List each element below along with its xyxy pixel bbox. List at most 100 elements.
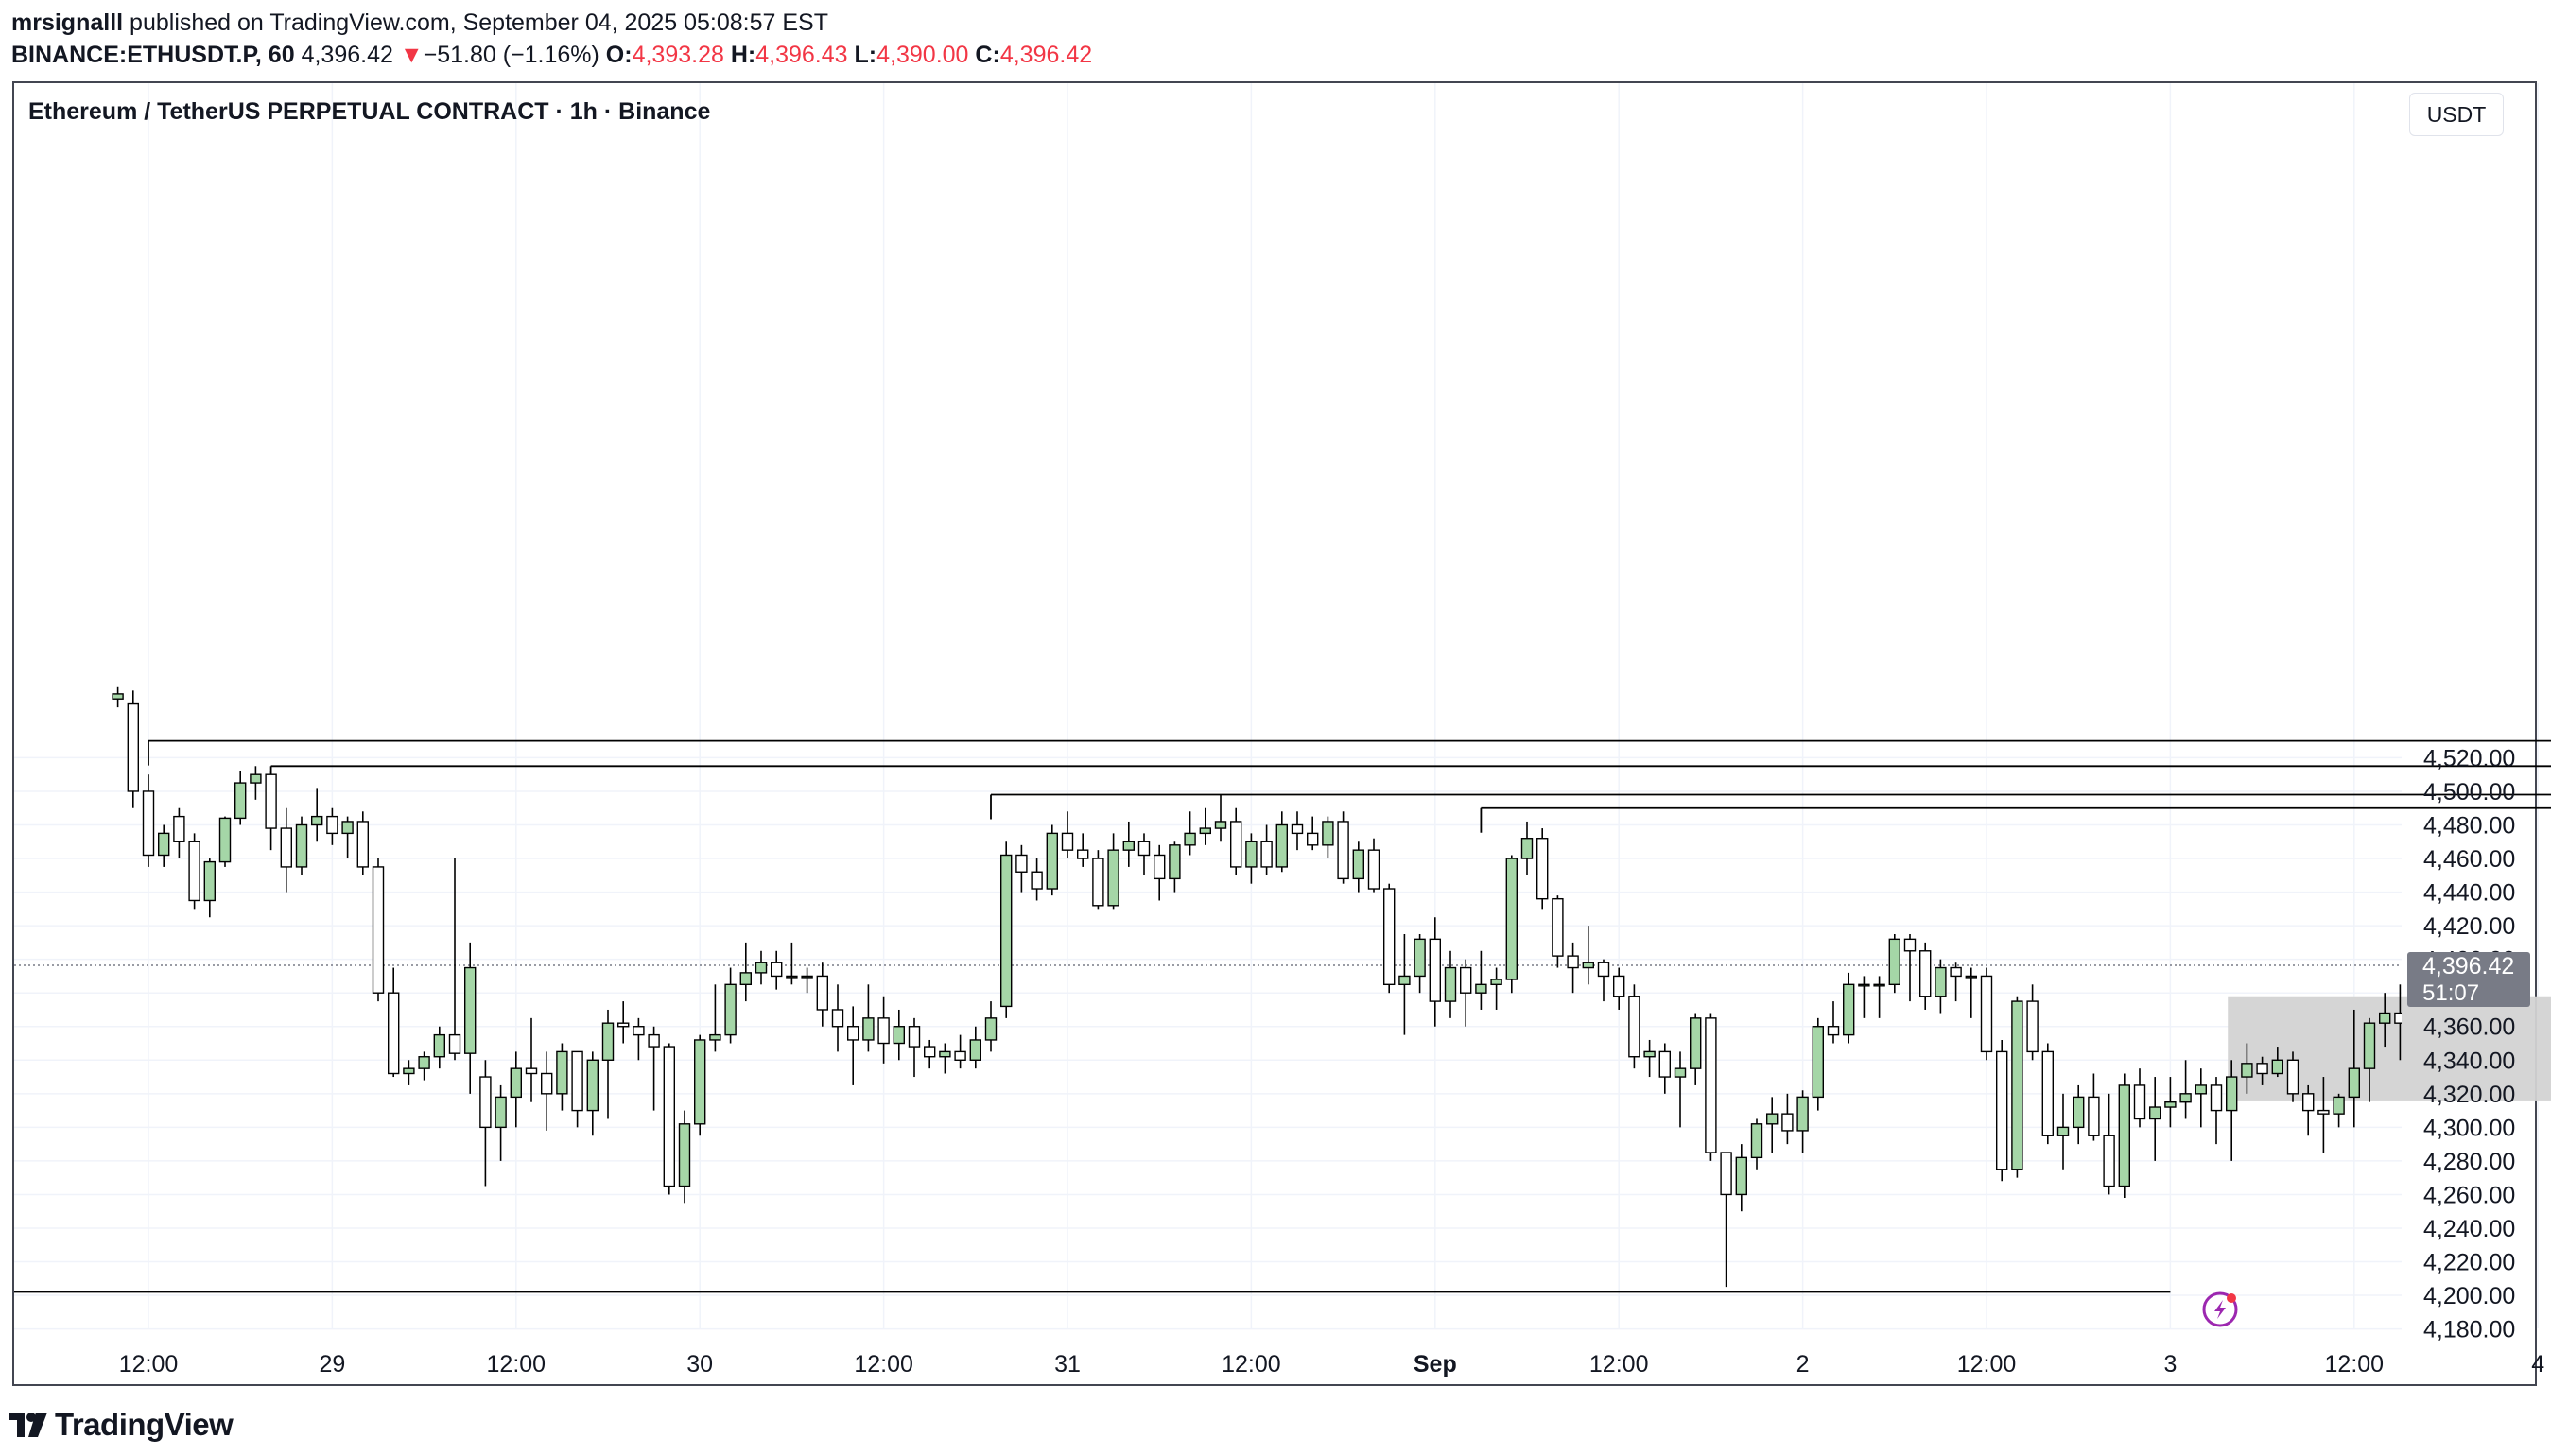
candle-body [1781, 1113, 1794, 1132]
candle [218, 816, 232, 867]
tradingview-logo[interactable]: TradingView [9, 1407, 234, 1443]
candle-body [969, 1039, 982, 1061]
candle-body [1107, 849, 1119, 907]
candle-body [1903, 938, 1917, 952]
candle [1935, 959, 1947, 1014]
candle-body [1873, 983, 1885, 987]
candle [1858, 976, 1870, 1018]
candle [265, 771, 277, 851]
candle [2256, 1056, 2268, 1085]
candle [112, 686, 124, 708]
candle [1169, 841, 1181, 893]
candle-body [1935, 966, 1947, 997]
candle-body [2088, 1096, 2100, 1136]
candle [2103, 1093, 2115, 1195]
candle-body [1137, 841, 1151, 857]
candle [1965, 967, 1978, 1018]
candle [1552, 895, 1564, 968]
candle [2041, 1043, 2055, 1145]
author-name[interactable]: mrsignalll [11, 9, 124, 36]
candle-body [1076, 849, 1089, 859]
candle-body [1015, 854, 1028, 873]
candle-body [2256, 1063, 2268, 1075]
candle [2195, 1068, 2208, 1128]
candle-body [280, 827, 292, 868]
candle [2301, 1084, 2315, 1136]
candle [2333, 1093, 2345, 1128]
x-tick-label: Sep [1414, 1351, 1457, 1378]
candle-body [157, 832, 170, 857]
candle [1520, 821, 1534, 875]
candle-body [1046, 832, 1059, 890]
candle-body [1031, 871, 1043, 890]
change-down-icon: ▼ [399, 42, 424, 68]
candle [1750, 1118, 1763, 1170]
y-tick-label: 4,500.00 [2423, 779, 2515, 806]
last-price: 4,396.42 [301, 42, 393, 68]
high-label: H: [730, 42, 756, 68]
candle-body [1337, 821, 1349, 880]
chart-title: Ethereum / TetherUS PERPETUAL CONTRACT ·… [28, 98, 711, 125]
candle [1260, 824, 1273, 875]
high-value: 4,396.43 [755, 42, 848, 68]
x-tick-label: 12:00 [1222, 1351, 1281, 1378]
candle-body [1306, 832, 1319, 846]
x-tick-label: 4 [2531, 1351, 2544, 1378]
candle [1918, 942, 1932, 1010]
candle-body [1367, 849, 1380, 890]
x-tick-label: 12:00 [854, 1351, 913, 1378]
candle-body [234, 782, 247, 820]
candle-body [2118, 1084, 2131, 1187]
candle-body [250, 773, 262, 784]
candle-body [2072, 1096, 2085, 1129]
candle [2072, 1084, 2085, 1145]
candle-body [1765, 1113, 1779, 1125]
candle [2271, 1047, 2284, 1078]
price-badge-box [2407, 952, 2530, 1008]
x-tick-label: 29 [319, 1351, 345, 1378]
candle [1765, 1097, 1779, 1153]
candle [142, 774, 155, 867]
candle-body [1260, 841, 1273, 868]
candle [908, 1017, 921, 1078]
candle [311, 788, 323, 842]
candle [2317, 1077, 2330, 1153]
candle-body [2011, 1000, 2023, 1170]
currency-button[interactable]: USDT [2409, 93, 2504, 136]
candle-body [2378, 1012, 2391, 1024]
candle-body [2271, 1059, 2284, 1075]
y-tick-label: 4,440.00 [2423, 880, 2515, 907]
candle-body [908, 1026, 921, 1048]
candle-body [755, 962, 768, 974]
candle [1658, 1043, 1672, 1094]
tradingview-logo-icon [9, 1413, 47, 1437]
y-tick-label: 4,480.00 [2423, 813, 2515, 840]
candle-body [1276, 823, 1289, 868]
candle [1429, 917, 1442, 1027]
candle [1199, 807, 1212, 845]
candle-body [1552, 897, 1564, 957]
candle [388, 967, 400, 1078]
candle [280, 807, 292, 893]
candle [1122, 821, 1136, 867]
candle [203, 858, 217, 918]
candle-body [1842, 983, 1855, 1036]
price-badge-price: 4,396.42 [2422, 953, 2514, 979]
y-tick-label: 4,360.00 [2423, 1014, 2515, 1041]
candle [127, 690, 140, 808]
alert-lightning-icon[interactable] [2202, 1291, 2238, 1327]
candle-body [1229, 821, 1242, 868]
candle [1536, 828, 1549, 910]
candle-body [2164, 1101, 2177, 1108]
candle [1827, 1001, 1840, 1044]
candle [372, 858, 385, 1002]
candle [969, 1026, 982, 1069]
candle [188, 833, 200, 910]
candle [1322, 816, 1334, 859]
candle-body [2103, 1135, 2115, 1187]
candle-body [2148, 1106, 2161, 1120]
candle-body [571, 1050, 583, 1112]
candle [556, 1043, 568, 1111]
candle [326, 807, 338, 845]
